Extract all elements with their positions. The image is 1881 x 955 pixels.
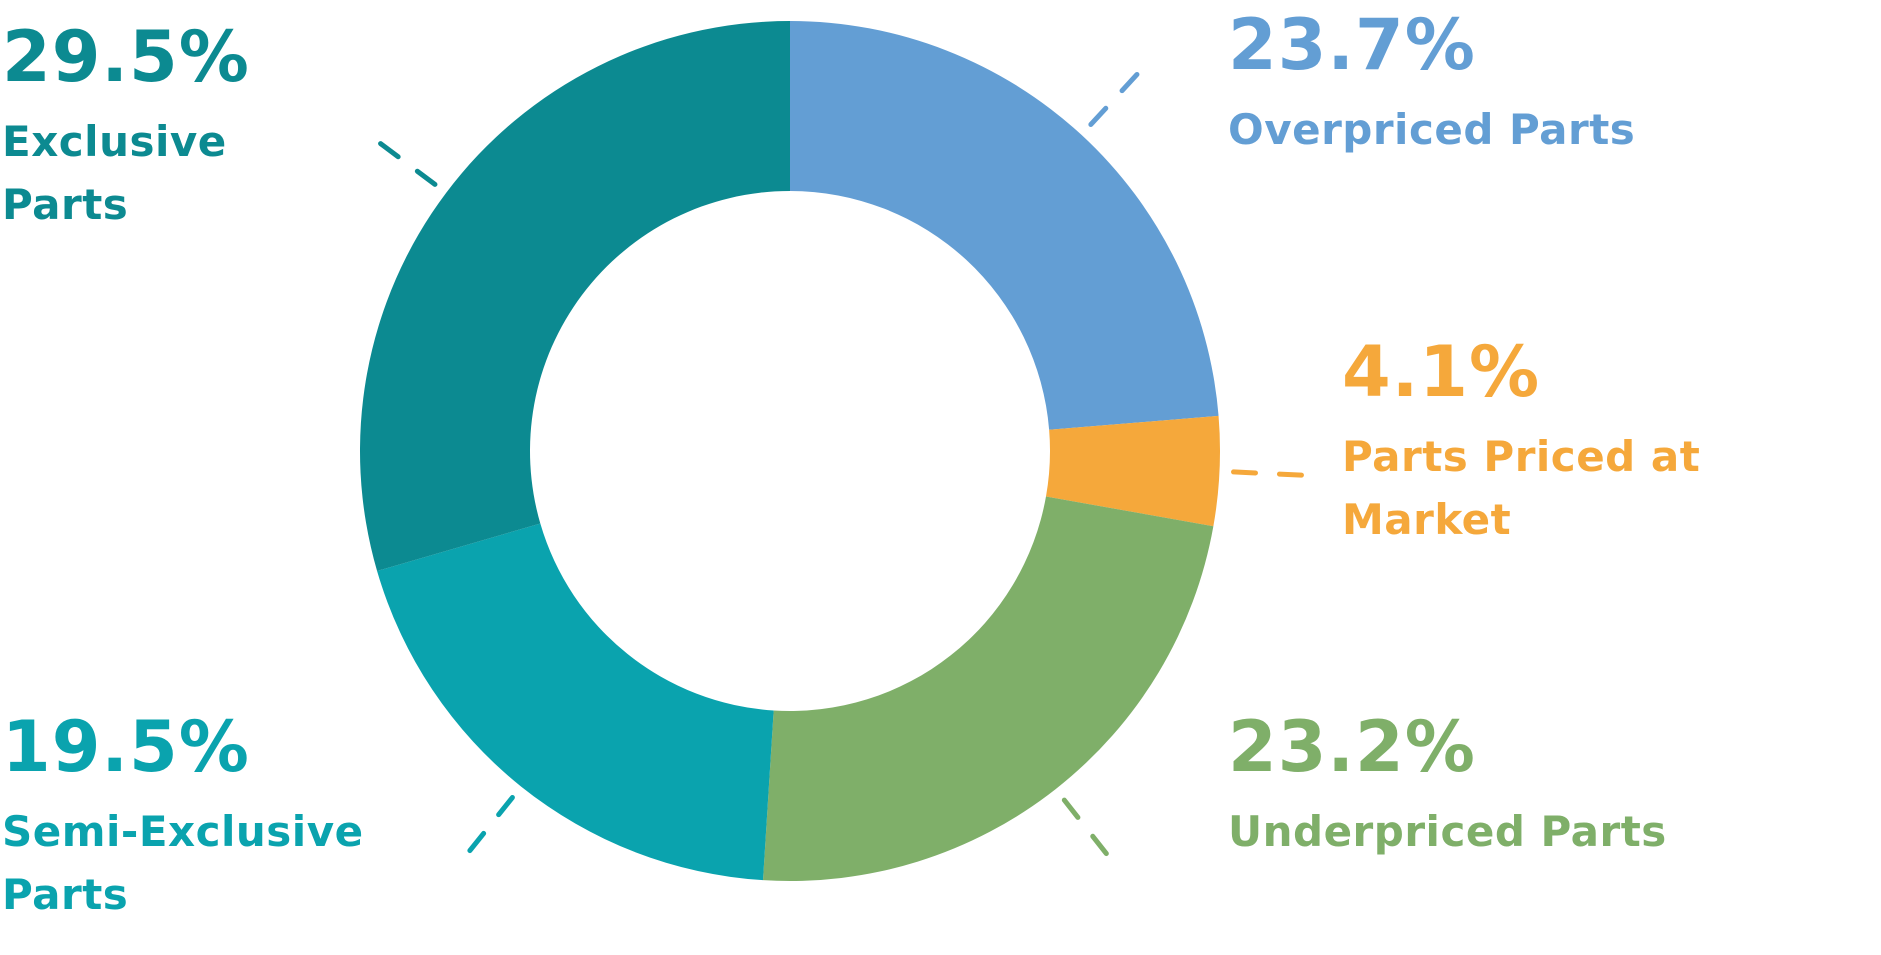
data-label-overpriced-parts-name: Overpriced Parts xyxy=(1228,105,1636,154)
leader-line-underpriced-parts xyxy=(1061,797,1113,861)
leader-line-exclusive-parts xyxy=(373,137,438,187)
data-label-semi-exclusive-parts-value: 19.5% xyxy=(2,706,250,788)
slice-exclusive-parts xyxy=(359,21,790,571)
data-label-parts-priced-at-market-name: Parts Priced at Market xyxy=(1342,432,1701,544)
data-label-underpriced-parts-value: 23.2% xyxy=(1228,706,1476,788)
data-label-overpriced-parts-value: 23.7% xyxy=(1228,4,1476,86)
callout-parts-priced-at-market: 4.1% Parts Priced at Market xyxy=(1342,337,1872,551)
leader-line-semi-exclusive-parts xyxy=(463,795,515,858)
data-label-exclusive-parts-value: 29.5% xyxy=(2,16,250,98)
callout-semi-exclusive-parts: 19.5% Semi-Exclusive Parts xyxy=(2,712,392,926)
leader-line-overpriced-parts xyxy=(1088,67,1144,127)
data-label-semi-exclusive-parts-name: Semi-Exclusive Parts xyxy=(2,807,364,919)
slice-parts-priced-at-market xyxy=(1045,415,1220,527)
slice-overpriced-parts xyxy=(790,21,1219,430)
callout-underpriced-parts: 23.2% Underpriced Parts xyxy=(1228,712,1708,863)
callout-exclusive-parts: 29.5% Exclusive Parts xyxy=(2,22,362,236)
callout-overpriced-parts: 23.7% Overpriced Parts xyxy=(1228,10,1708,161)
data-label-underpriced-parts-name: Underpriced Parts xyxy=(1228,807,1667,856)
slices-layer xyxy=(359,21,1220,881)
leader-line-parts-priced-at-market xyxy=(1231,469,1310,478)
data-label-exclusive-parts-name: Exclusive Parts xyxy=(2,117,227,229)
slice-semi-exclusive-parts xyxy=(377,523,774,881)
leaders-layer xyxy=(373,67,1310,861)
data-label-parts-priced-at-market-value: 4.1% xyxy=(1342,331,1541,413)
slice-underpriced-parts xyxy=(763,496,1214,881)
